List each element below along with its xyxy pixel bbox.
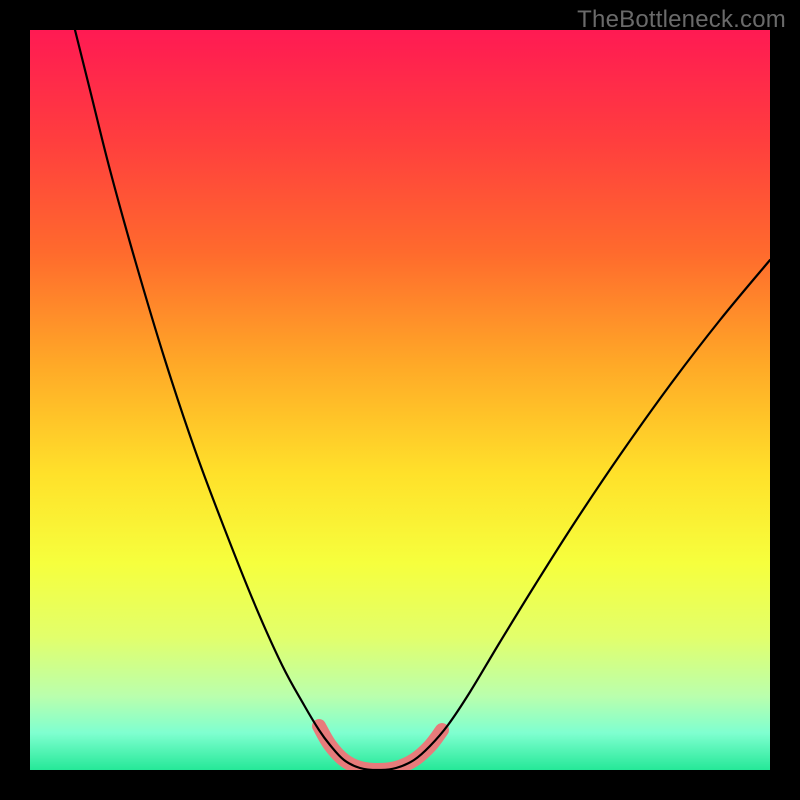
curve-layer xyxy=(30,30,770,770)
plot-area xyxy=(30,30,770,770)
pink-band-path xyxy=(319,726,442,770)
chart-canvas: TheBottleneck.com xyxy=(0,0,800,800)
main-curve-path xyxy=(75,30,770,770)
